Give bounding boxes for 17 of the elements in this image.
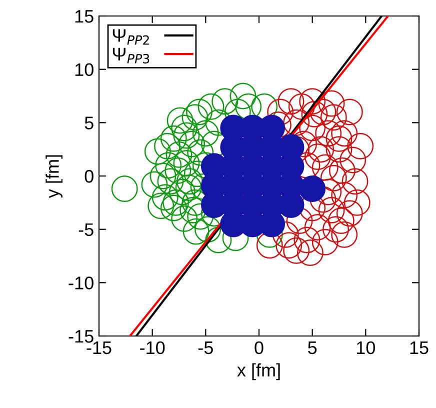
y-tick-label: -10 <box>68 276 94 290</box>
y-tick-label: 10 <box>75 63 94 76</box>
legend-label: Ψ$_{PP3}$ <box>112 48 150 64</box>
x-tick-label: 5 <box>308 342 317 354</box>
y-axis-title: y [fm] <box>46 155 62 198</box>
y-tick-label: 0 <box>84 170 94 183</box>
y-tick-label: -15 <box>68 330 94 343</box>
y-tick-label: 15 <box>75 10 94 23</box>
y-tick-label: -5 <box>78 223 94 236</box>
y-tick-label: 5 <box>84 116 94 130</box>
x-tick-label: 10 <box>357 341 376 354</box>
x-tick-label: -5 <box>198 342 213 354</box>
x-tick-label: 15 <box>410 342 428 354</box>
x-tick-label: 0 <box>254 341 264 354</box>
legend-label: Ψ$_{PP2}$ <box>112 29 149 45</box>
x-tick-label: -10 <box>140 341 165 354</box>
x-axis-title: x [fm] <box>237 363 280 380</box>
